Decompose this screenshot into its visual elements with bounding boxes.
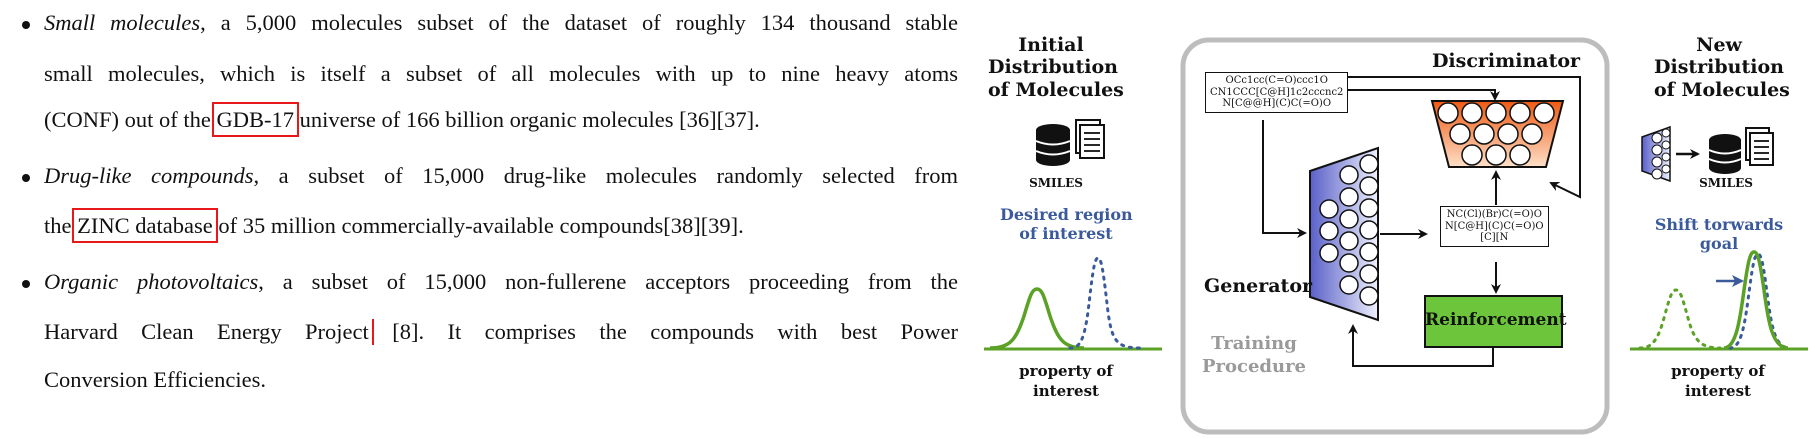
small-generator-icon [1641, 125, 1671, 183]
text-segment: [8]. It comprises the compounds with bes… [368, 319, 958, 344]
bullet-dot [22, 280, 30, 288]
paragraph-line: small molecules, which is itself a subse… [44, 61, 958, 87]
paragraph-line: Harvard Clean Energy Project [8]. It com… [44, 319, 958, 345]
target-curve-dotted [1728, 252, 1792, 350]
text-segment: Conversion Efficiencies. [44, 367, 267, 392]
text-segment: small molecules, which is itself a subse… [44, 61, 958, 86]
generator-label: Generator [1204, 275, 1312, 297]
text-segment: (CONF) out of the [44, 107, 217, 132]
paragraph-line: Conversion Efficiencies. [44, 367, 266, 393]
flow-arrows [1262, 76, 1581, 367]
bullet-dot [22, 174, 30, 182]
paragraph-line: the ZINC database of 35 million commerci… [44, 208, 744, 243]
paragraph-line: Small molecules, a 5,000 molecules subse… [44, 10, 958, 36]
smiles-label: SMILES [1029, 176, 1083, 190]
text-segment: of 35 million commercially-available com… [212, 213, 744, 238]
new-property-of-interest-label: property of interest [1671, 362, 1765, 400]
italic-term: Drug-like compounds [44, 163, 254, 188]
text-segment: universe of 166 billion organic molecule… [294, 107, 760, 132]
text-column: Small molecules, a 5,000 molecules subse… [22, 10, 958, 393]
initial-curve [989, 287, 1085, 350]
highlighted-source-name: GDB-17 [211, 102, 299, 137]
reinforcement-label: Reinforcement [1425, 310, 1567, 330]
paragraph-line: Drug-like compounds, a subset of 15,000 … [44, 163, 958, 189]
output-smiles-box: NC(Cl)(Br)C(=O)O N[C@H](C)C(=O)O [C][N [1440, 206, 1549, 247]
initial-distribution-title: Initial Distribution of Molecules [988, 34, 1124, 101]
text-segment: , a subset of 15,000 non-fullerene accep… [258, 269, 958, 294]
paragraph-line: (CONF) out of the GDB-17 universe of 166… [44, 102, 760, 137]
discriminator-network [1430, 100, 1565, 168]
highlighted-source-name: ZINC database [72, 208, 218, 243]
discriminator-label: Discriminator [1431, 50, 1581, 72]
shifted-curve [1723, 250, 1789, 350]
italic-term: Organic photovoltaics [44, 269, 259, 294]
new-distribution-plot [1630, 250, 1808, 351]
bullet-dot [22, 21, 30, 29]
training-figure: Initial Distribution of Molecules SMILES… [980, 0, 1818, 439]
training-procedure-label: Training Procedure [1201, 333, 1307, 378]
initial-distribution-plot [984, 256, 1162, 351]
figure-graphics [984, 37, 1808, 435]
text-segment: , a subset of 15,000 drug-like molecules… [253, 163, 958, 188]
shift-towards-goal-label: Shift torwards goal [1654, 215, 1784, 253]
text-segment: the [44, 213, 78, 238]
new-database-icon [1708, 134, 1742, 174]
old-curve-dotted [1638, 288, 1722, 350]
reinforcement-box [1424, 295, 1563, 348]
generator-network [1309, 146, 1379, 322]
paragraph-line: Organic photovoltaics, a subset of 15,00… [44, 269, 958, 295]
new-smiles-label: SMILES [1699, 176, 1753, 190]
text-segment: , a 5,000 molecules subset of the datase… [200, 10, 958, 35]
italic-term: Small molecules [44, 10, 201, 35]
database-icon [1035, 124, 1071, 166]
new-distribution-title: New Distribution of Molecules [1654, 34, 1790, 101]
desired-region-curve [1068, 256, 1142, 350]
property-of-interest-label: property of interest [1019, 362, 1113, 400]
highlighted-source-name: Harvard Clean Energy Project [44, 319, 374, 345]
input-smiles-box: OCc1cc(C=O)ccc1O CN1CCC[C@H]1c2cccnc2 N[… [1205, 72, 1349, 113]
document-icon [1075, 119, 1105, 159]
new-document-icon [1745, 127, 1774, 166]
desired-region-label: Desired region of interest [1000, 205, 1133, 243]
